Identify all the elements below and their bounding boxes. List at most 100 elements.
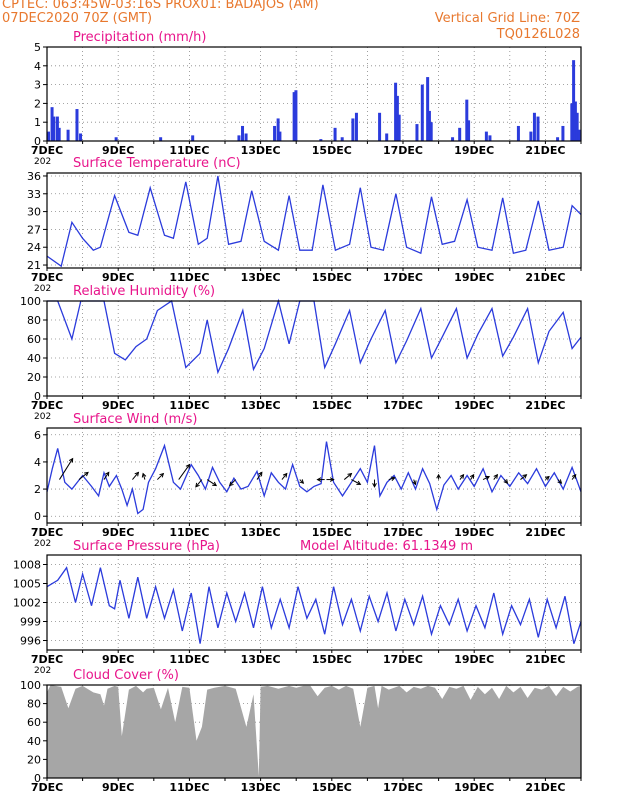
wind-arrow-head bbox=[372, 483, 377, 488]
wind-arrow bbox=[178, 464, 190, 480]
wind-arrow-head bbox=[485, 475, 491, 481]
x-tick-label: 11DEC bbox=[169, 526, 209, 539]
x-tick-label: 9DEC bbox=[102, 271, 134, 284]
panel-3: Relative Humidity (%) 0 20 40 60 80 100 7DEC 9DE… bbox=[20, 284, 582, 422]
precip-bar bbox=[66, 129, 70, 141]
series-line bbox=[46, 566, 582, 644]
x-tick-label: 15DEC bbox=[312, 653, 352, 666]
precip-bar bbox=[340, 137, 344, 141]
panel-5: Surface Pressure (hPa) Model Altitude: 61… bbox=[13, 539, 582, 676]
y-tick-label: 0 bbox=[34, 772, 41, 785]
wind-arrow-head bbox=[134, 471, 140, 477]
x-tick-label: 17DEC bbox=[383, 781, 423, 794]
x-tick-label: 15DEC bbox=[312, 399, 352, 412]
x-tick-label: 17DEC bbox=[383, 526, 423, 539]
y-tick-label: 0 bbox=[34, 135, 41, 148]
x-tick-label: 9DEC bbox=[102, 144, 134, 157]
precip-bar bbox=[351, 118, 355, 141]
x-year-fragment: 202 bbox=[34, 539, 51, 549]
y-tick-label: 80 bbox=[27, 314, 41, 327]
precip-bar bbox=[278, 131, 282, 141]
y-tick-label: 1008 bbox=[13, 559, 41, 572]
x-tick-label: 15DEC bbox=[312, 526, 352, 539]
wind-arrow-head bbox=[185, 463, 191, 469]
wind-arrow-head bbox=[258, 471, 263, 477]
wind-arrow-head bbox=[316, 477, 322, 482]
y-tick-label: 36 bbox=[27, 170, 41, 183]
y-tick-label: 6 bbox=[34, 429, 41, 442]
panel-frame bbox=[46, 554, 582, 651]
x-tick-label: 19DEC bbox=[454, 781, 494, 794]
precip-bar bbox=[516, 125, 520, 141]
y-tick-label: 24 bbox=[27, 241, 41, 254]
wind-arrow-head bbox=[228, 481, 234, 487]
x-year-fragment: 202 bbox=[34, 412, 51, 422]
panel-frame bbox=[46, 427, 582, 524]
x-tick-label: 13DEC bbox=[241, 781, 281, 794]
precip-bar bbox=[244, 133, 248, 141]
y-tick-label: 100 bbox=[20, 295, 41, 308]
precip-bar bbox=[79, 133, 83, 141]
wind-arrow bbox=[229, 479, 237, 486]
panel-title: Surface Wind (m/s) bbox=[73, 412, 197, 427]
y-tick-label: 21 bbox=[27, 259, 41, 272]
x-year-fragment: 202 bbox=[34, 157, 51, 167]
precip-bar bbox=[484, 131, 488, 141]
precip-bar bbox=[52, 116, 56, 141]
x-tick-label: 7DEC bbox=[31, 271, 63, 284]
precip-bar bbox=[114, 137, 118, 141]
precip-bar bbox=[561, 125, 565, 141]
y-tick-label: 1002 bbox=[13, 597, 41, 610]
precip-bar bbox=[426, 77, 430, 141]
panel-frame bbox=[46, 46, 582, 142]
series-line bbox=[47, 298, 582, 375]
x-tick-label: 19DEC bbox=[454, 526, 494, 539]
wind-arrow-head bbox=[522, 474, 528, 479]
wind-arrow-head bbox=[571, 473, 577, 479]
y-tick-label: 20 bbox=[27, 371, 41, 384]
y-tick-label: 999 bbox=[20, 616, 41, 629]
y-tick-label: 60 bbox=[27, 333, 41, 346]
precip-bar bbox=[572, 60, 576, 141]
x-tick-label: 9DEC bbox=[102, 781, 134, 794]
precip-bar bbox=[415, 124, 419, 141]
wind-arrow-head bbox=[436, 473, 441, 479]
precip-bar bbox=[294, 90, 298, 141]
wind-arrow bbox=[157, 473, 164, 480]
series-line bbox=[46, 441, 582, 515]
header-code: TQ0126L028 bbox=[496, 27, 580, 42]
wind-arrow-head bbox=[493, 473, 499, 479]
x-tick-label: 21DEC bbox=[525, 526, 565, 539]
x-tick-label: 7DEC bbox=[31, 653, 63, 666]
wind-arrow-head bbox=[68, 457, 74, 463]
precip-bar bbox=[573, 101, 577, 141]
x-tick-label: 11DEC bbox=[169, 653, 209, 666]
panel-2: Surface Temperature (nC) 21 24 27 30 33 36 7DEC… bbox=[27, 156, 582, 294]
y-tick-label: 996 bbox=[20, 635, 41, 648]
y-tick-label: 3 bbox=[34, 79, 41, 92]
wind-arrow-head bbox=[159, 472, 165, 478]
y-tick-label: 2 bbox=[34, 97, 41, 110]
wind-arrow-head bbox=[390, 476, 396, 481]
precip-bar bbox=[556, 137, 560, 141]
wind-arrow-head bbox=[356, 480, 362, 485]
panel-title: Cloud Cover (%) bbox=[73, 668, 179, 683]
x-year-fragment: 202 bbox=[34, 284, 51, 294]
panel-frame bbox=[46, 172, 582, 269]
wind-arrow-head bbox=[212, 481, 218, 487]
wind-arrow bbox=[520, 474, 527, 480]
precip-bar bbox=[319, 139, 323, 141]
x-tick-label: 15DEC bbox=[312, 271, 352, 284]
x-tick-label: 13DEC bbox=[241, 271, 281, 284]
x-tick-label: 15DEC bbox=[312, 144, 352, 157]
x-tick-label: 9DEC bbox=[102, 526, 134, 539]
x-tick-label: 17DEC bbox=[383, 399, 423, 412]
wind-arrow bbox=[281, 473, 288, 480]
x-tick-label: 21DEC bbox=[525, 271, 565, 284]
x-tick-label: 21DEC bbox=[525, 144, 565, 157]
series-line bbox=[46, 175, 582, 268]
precip-bar bbox=[273, 125, 277, 141]
x-tick-label: 21DEC bbox=[525, 781, 565, 794]
wind-arrow bbox=[256, 472, 263, 480]
x-tick-label: 11DEC bbox=[169, 271, 209, 284]
